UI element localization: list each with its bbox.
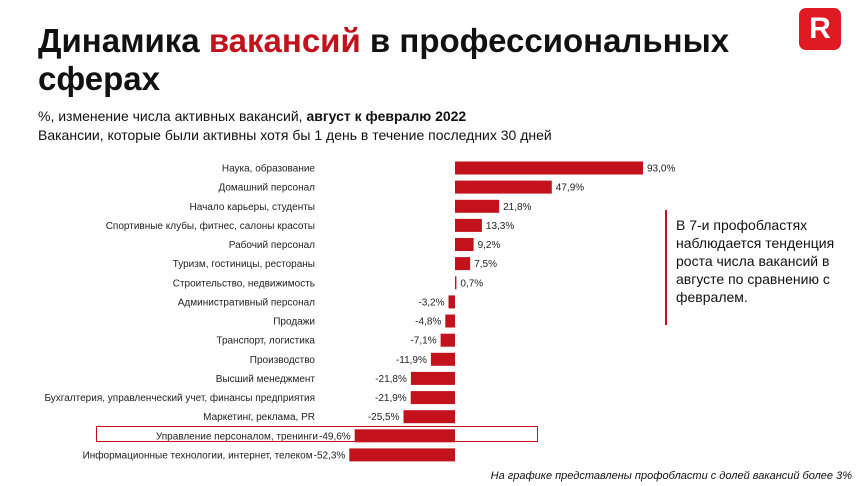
bar	[455, 180, 552, 194]
page-title: Динамика вакансий в профессиональных сфе…	[38, 22, 778, 98]
value-label: -7,1%	[410, 336, 436, 347]
chart-subtitle: %, изменение числа активных вакансий, ав…	[38, 108, 466, 124]
bar	[410, 371, 455, 385]
category-label: Производство	[250, 355, 316, 366]
value-label: 93,0%	[647, 164, 675, 175]
value-label: -52,3%	[314, 450, 346, 461]
value-label: 21,8%	[503, 202, 531, 213]
value-label: 47,9%	[556, 183, 584, 194]
category-label: Начало карьеры, студенты	[190, 202, 315, 213]
category-label: Транспорт, логистика	[216, 336, 315, 347]
value-label: 9,2%	[478, 240, 501, 251]
category-label: Продажи	[273, 317, 315, 328]
bar	[455, 238, 474, 251]
category-label: Строительство, недвижимость	[173, 278, 315, 289]
category-label: Высший менеджмент	[216, 374, 316, 385]
category-label: Административный персонал	[178, 297, 315, 308]
bar	[448, 295, 455, 309]
category-label: Спортивные клубы, фитнес, салоны красоты	[106, 220, 315, 232]
category-label: Домашний персонал	[218, 183, 315, 194]
value-label: -25,5%	[368, 412, 400, 423]
category-label: Управление персоналом, тренинги	[156, 431, 318, 442]
title-part1: Динамика	[38, 22, 209, 59]
title-accent: вакансий	[208, 22, 361, 59]
logo-letter: R	[809, 12, 831, 45]
bar	[349, 448, 455, 462]
highlight-box	[96, 426, 538, 442]
value-label: 13,3%	[486, 221, 514, 232]
subtitle-prefix: %, изменение числа активных вакансий,	[38, 108, 307, 124]
value-label: -11,9%	[396, 355, 427, 366]
footnote: На графике представлены профобласти с до…	[490, 470, 852, 482]
value-label: 0,7%	[460, 278, 483, 289]
bar	[440, 333, 455, 347]
value-label: -4,8%	[415, 317, 441, 328]
bar	[455, 199, 500, 213]
subtitle-period: август к февралю 2022	[306, 108, 467, 124]
value-label: -21,9%	[375, 393, 407, 404]
category-label: Рабочий персонал	[229, 239, 315, 251]
bar	[455, 257, 471, 271]
bar	[430, 352, 455, 366]
value-label: -3,2%	[418, 297, 444, 308]
category-label: Туризм, гостиницы, рестораны	[173, 259, 315, 270]
category-label: Наука, образование	[222, 163, 316, 175]
bar	[455, 276, 457, 290]
bar	[410, 391, 455, 405]
callout-note: В 7-и профобластях наблюдается тенденция…	[665, 210, 855, 325]
bar	[403, 410, 455, 424]
category-label: Бухгалтерия, управленческий учет, финанс…	[44, 392, 315, 404]
category-label: Маркетинг, реклама, PR	[203, 412, 315, 423]
category-label: Информационные технологии, интернет, тел…	[83, 449, 313, 461]
bar	[445, 314, 455, 328]
title-part2: в профессиональных сферах	[38, 22, 730, 97]
bar	[455, 218, 482, 232]
value-label: -21,8%	[375, 374, 407, 385]
bar	[354, 429, 455, 443]
chart-subtitle-note: Вакансии, которые были активны хотя бы 1…	[38, 127, 552, 143]
brand-logo: R	[799, 8, 841, 50]
bar	[455, 161, 643, 175]
value-label: -49,6%	[319, 431, 351, 442]
value-label: 7,5%	[474, 259, 497, 270]
